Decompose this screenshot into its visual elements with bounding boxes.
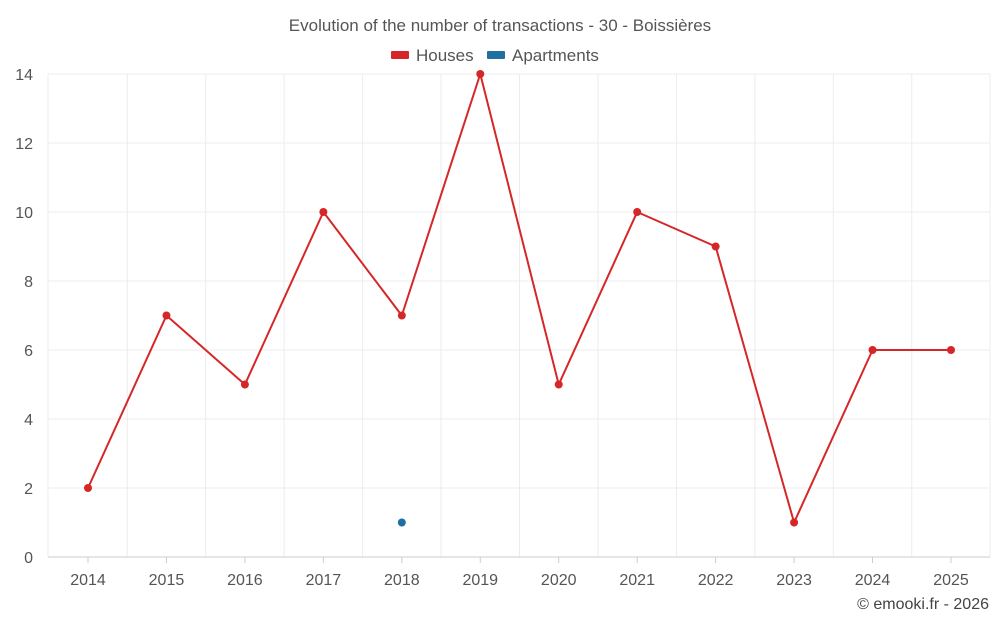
y-tick-label-10: 10 [15,205,33,222]
y-axis-ticks: 0 2 4 6 8 10 12 14 [15,67,33,567]
x-tick-label-2015: 2015 [149,572,185,589]
legend-label-houses: Houses [416,46,474,65]
point-houses-2016[interactable] [240,380,249,389]
x-tick-label-2024: 2024 [855,572,891,589]
x-tick-label-2020: 2020 [541,572,577,589]
legend-swatch-houses [391,51,409,59]
x-tick-label-2022: 2022 [698,572,734,589]
point-houses-2023[interactable] [790,518,799,527]
point-houses-2020[interactable] [554,380,563,389]
x-axis-ticks: 2014 2015 2016 2017 2018 2019 2020 2021 2022 2023… [70,557,969,589]
point-houses-2014[interactable] [84,484,92,492]
x-tick-label-2023: 2023 [776,572,812,589]
x-tick-label-2017: 2017 [306,572,342,589]
legend-swatch-apartments [487,51,505,59]
x-tick-label-2019: 2019 [462,572,498,589]
legend-label-apartments: Apartments [512,46,599,65]
point-houses-2019[interactable] [476,70,485,78]
point-houses-2018[interactable] [397,311,406,320]
credit-text: © emooki.fr - 2026 [857,596,989,613]
y-tick-label-12: 12 [15,136,33,153]
axes [47,74,991,558]
point-houses-2017[interactable] [319,208,328,216]
chart-title: Evolution of the number of transactions … [289,16,711,35]
y-tick-label-2: 2 [24,481,33,498]
y-tick-label-4: 4 [24,412,33,429]
x-tick-label-2014: 2014 [70,572,106,589]
series-lines [87,73,951,524]
y-tick-label-6: 6 [24,343,33,360]
point-houses-2024[interactable] [868,346,877,354]
point-houses-2022[interactable] [711,242,720,251]
y-tick-label-0: 0 [24,550,33,567]
point-houses-2015[interactable] [162,311,171,320]
y-tick-label-14: 14 [15,67,33,84]
legend-item-houses[interactable]: Houses [391,46,474,65]
point-houses-2021[interactable] [633,208,642,216]
point-houses-2025[interactable] [947,346,955,354]
x-tick-label-2018: 2018 [384,572,420,589]
x-tick-label-2021: 2021 [619,572,655,589]
x-tick-label-2025: 2025 [933,572,969,589]
point-apartments-2018[interactable] [397,518,406,527]
legend: Houses Apartments [391,46,599,65]
series-line-houses [87,73,951,524]
x-tick-label-2016: 2016 [227,572,263,589]
y-tick-label-8: 8 [24,274,33,291]
vertical-grid [126,74,913,557]
legend-item-apartments[interactable]: Apartments [487,46,599,65]
series-points [84,70,955,527]
